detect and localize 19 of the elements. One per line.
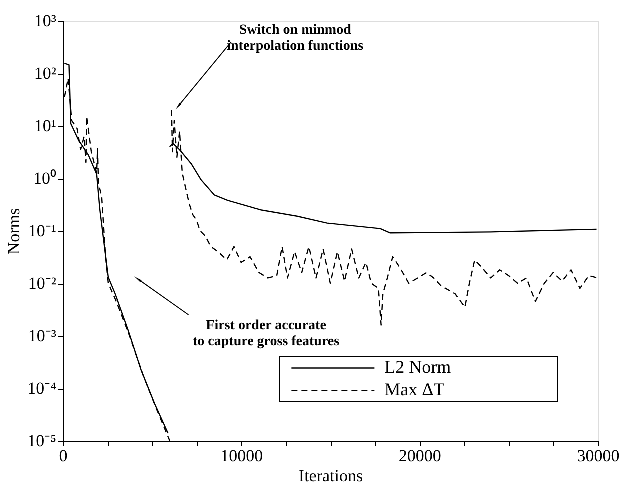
y-tick-label: 10⁻²	[28, 274, 56, 293]
legend-label: Max ΔT	[384, 380, 445, 400]
y-tick-label: 10³	[34, 12, 56, 30]
y-tick-label: 10⁻⁴	[28, 379, 57, 398]
legend-label: L2 Norm	[384, 357, 452, 378]
y-tick-label: 10⁻¹	[28, 222, 56, 240]
annotation: First order accurate to capture gross features	[193, 318, 340, 350]
x-tick-label: 30000	[577, 446, 620, 466]
x-tick-label: 0	[59, 446, 68, 466]
x-tick-label: 10000	[220, 446, 264, 466]
y-tick-label: 10⁰	[34, 169, 56, 188]
y-tick-label: 10⁻³	[28, 326, 56, 346]
x-tick-label: 20000	[398, 446, 442, 466]
x-axis-title: Iterations	[298, 466, 364, 486]
y-tick-label: 10⁻⁵	[28, 432, 57, 450]
y-tick-label: 10²	[34, 64, 56, 83]
y-tick-label: 10¹	[34, 116, 56, 136]
annotation: Switch on minmod interpolation functions	[227, 23, 364, 54]
y-axis-title: Norms	[4, 208, 24, 255]
